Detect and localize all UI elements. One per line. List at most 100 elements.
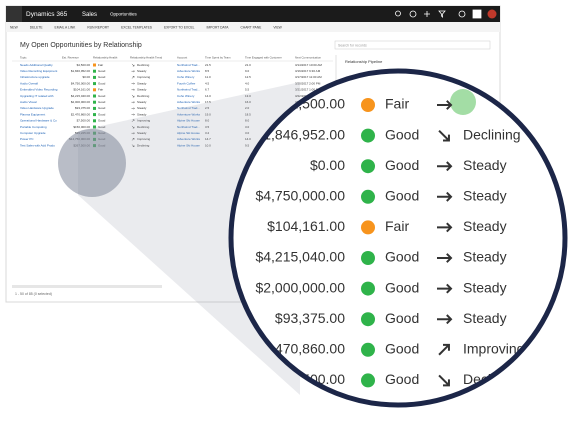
account-link[interactable]: Adventure Works bbox=[177, 69, 200, 73]
history-icon[interactable] bbox=[409, 10, 417, 18]
column-header[interactable]: Topic bbox=[20, 56, 27, 60]
account-link[interactable]: Coho Winery bbox=[177, 75, 195, 79]
account-link[interactable]: Fourth Coffee bbox=[177, 81, 196, 85]
magnified-revenue: $1,846,952.00 bbox=[255, 126, 345, 142]
time-spent: 6.7 bbox=[205, 88, 210, 92]
time-spent: 4.5 bbox=[205, 81, 210, 85]
search-placeholder[interactable]: Search for records bbox=[338, 43, 367, 47]
magnified-health: Fair bbox=[385, 218, 409, 234]
est-revenue: $150,000.00 bbox=[73, 125, 90, 129]
topic-link[interactable]: Video Hardware Upgrade bbox=[20, 106, 54, 110]
trend: Steady bbox=[137, 131, 147, 135]
command-button[interactable]: NEW bbox=[10, 25, 19, 29]
magnified-trend-icon bbox=[437, 283, 453, 294]
time-engaged: 3.0 bbox=[245, 125, 250, 129]
topic-link[interactable]: Needs Additional Quality bbox=[20, 63, 53, 67]
time-engaged: 14.0 bbox=[245, 137, 251, 141]
account-link[interactable]: Northwind Trad... bbox=[177, 88, 200, 92]
next-communication: 3/16/2017 9:30 AM bbox=[295, 69, 321, 73]
command-button[interactable]: VIEW bbox=[273, 25, 282, 29]
column-header[interactable]: Est. Revenue bbox=[62, 56, 79, 60]
column-header[interactable]: Next Communication bbox=[295, 56, 321, 60]
trend-icon bbox=[131, 125, 135, 129]
trend: Declining bbox=[137, 125, 150, 129]
account-link[interactable]: Northwind Trad... bbox=[177, 63, 200, 67]
magnified-health-indicator bbox=[361, 98, 375, 112]
time-engaged: 5.5 bbox=[245, 88, 250, 92]
time-engaged: 4.0 bbox=[245, 81, 250, 85]
topic-link[interactable]: Test Sales with Add Produ bbox=[20, 143, 55, 147]
filter-icon[interactable] bbox=[438, 10, 446, 18]
magnified-table: $1,500.00 Fair$1,846,952.00 Good Declining$… bbox=[255, 89, 536, 388]
topic-link[interactable]: Upgrading IT related with bbox=[20, 94, 54, 98]
magnified-health: Good bbox=[385, 310, 419, 326]
entity-name[interactable]: Opportunities bbox=[110, 12, 138, 17]
topic-link[interactable]: Power PC bbox=[20, 137, 34, 141]
help-icon[interactable] bbox=[472, 9, 482, 19]
column-header[interactable]: Relationship Health Trend bbox=[130, 56, 163, 60]
magnified-trend: Steady bbox=[463, 310, 507, 326]
topic-link[interactable]: Audio Visual bbox=[20, 100, 37, 104]
magnified-trend-icon bbox=[438, 343, 450, 356]
account-link[interactable]: Northwind Trad... bbox=[177, 106, 200, 110]
account-link[interactable]: Adventure Works bbox=[177, 112, 200, 116]
account-link[interactable]: Adventure Works bbox=[177, 137, 200, 141]
health-indicator bbox=[93, 75, 96, 79]
scrollbar[interactable] bbox=[12, 285, 162, 288]
column-header[interactable]: Account bbox=[177, 56, 187, 60]
area-name[interactable]: Sales bbox=[82, 12, 97, 18]
user-avatar[interactable] bbox=[487, 9, 497, 19]
settings-icon[interactable] bbox=[458, 10, 466, 18]
column-header[interactable]: Time Spent by Team bbox=[205, 56, 231, 60]
search-icon[interactable] bbox=[395, 10, 401, 17]
time-spent: 17.5 bbox=[205, 100, 211, 104]
est-revenue: $104,161.00 bbox=[73, 88, 90, 92]
command-button[interactable]: DELETE bbox=[30, 25, 44, 29]
topic-link[interactable]: Audio Overall bbox=[20, 81, 38, 85]
magnifier-source bbox=[58, 129, 126, 197]
topic-link[interactable]: Operational Hardware & Co bbox=[20, 119, 57, 123]
est-revenue: $2,000,000.00 bbox=[71, 100, 91, 104]
magnified-revenue: $104,161.00 bbox=[267, 218, 345, 234]
column-header[interactable]: Time Engaged with Customer bbox=[245, 56, 282, 60]
magnified-trend-icon bbox=[438, 374, 450, 387]
est-revenue: $0.00 bbox=[82, 75, 90, 79]
magnified-trend-icon bbox=[437, 161, 453, 172]
topic-link[interactable]: Infrastructure upgrade bbox=[20, 75, 50, 79]
magnified-trend-icon bbox=[437, 314, 453, 325]
topic-link[interactable]: Video Recording Equipment bbox=[20, 69, 57, 73]
column-header[interactable]: Relationship Health bbox=[93, 56, 118, 60]
time-spent: 14.0 bbox=[205, 94, 211, 98]
new-icon[interactable] bbox=[424, 11, 430, 17]
magnified-trend-icon bbox=[437, 191, 453, 202]
account-link[interactable]: Adventure Works bbox=[177, 100, 200, 104]
view-title[interactable]: My Open Opportunities by Relationship bbox=[20, 42, 142, 49]
app-name[interactable]: Dynamics 365 bbox=[26, 11, 68, 18]
account-link[interactable]: Coho Winery bbox=[177, 94, 195, 98]
app-launcher[interactable] bbox=[6, 6, 22, 22]
topic-link[interactable]: Computer Upgrade bbox=[20, 131, 46, 135]
time-spent: 11.0 bbox=[205, 75, 211, 79]
chart-pane-title[interactable]: Relationship Pipeline bbox=[345, 59, 383, 64]
topic-link[interactable]: Embedded Video Recording bbox=[20, 88, 58, 92]
magnified-health: Good bbox=[385, 249, 419, 265]
topic-link[interactable]: Portable Computing bbox=[20, 125, 47, 129]
account-link[interactable]: Alpine Ski House bbox=[177, 143, 200, 147]
search-box[interactable] bbox=[334, 40, 491, 50]
command-button[interactable]: EXPORT TO EXCEL bbox=[164, 25, 195, 29]
command-button[interactable]: EXCEL TEMPLATES bbox=[121, 25, 153, 29]
command-button[interactable]: CHART PANE bbox=[240, 25, 262, 29]
trend: Steady bbox=[137, 112, 147, 116]
command-button[interactable]: EMAIL A LINK bbox=[55, 25, 77, 29]
topic-link[interactable]: Plasma Equipment bbox=[20, 112, 45, 116]
trend: Declining bbox=[137, 63, 150, 67]
command-button[interactable]: RUN REPORT bbox=[87, 25, 109, 29]
account-link[interactable]: Alpine Ski House bbox=[177, 119, 200, 123]
health: Fair bbox=[98, 63, 103, 67]
magnified-health-indicator bbox=[361, 373, 375, 388]
account-link[interactable]: Northwind Trad... bbox=[177, 125, 200, 129]
account-link[interactable]: Alpine Ski House bbox=[177, 131, 200, 135]
magnified-trend: Steady bbox=[463, 218, 507, 234]
trend-icon bbox=[131, 138, 135, 141]
command-button[interactable]: IMPORT DATA bbox=[207, 25, 230, 29]
